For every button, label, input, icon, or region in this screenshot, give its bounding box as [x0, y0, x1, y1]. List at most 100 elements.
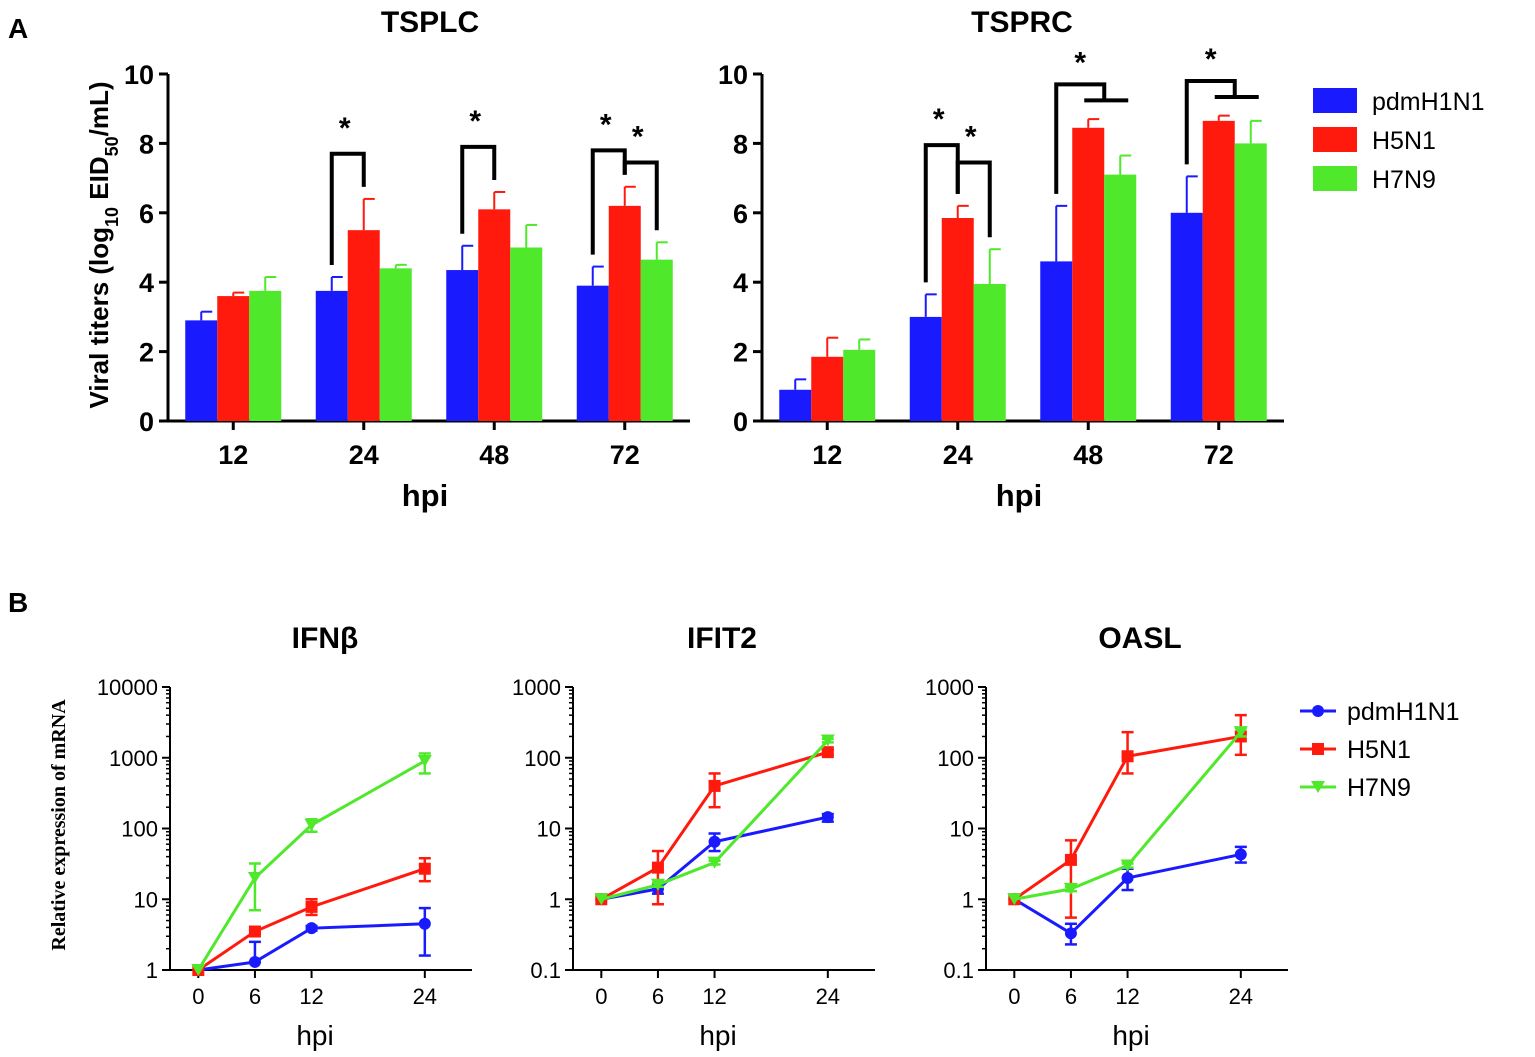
oasl-point-h7n9-24	[1233, 726, 1248, 739]
tsplc-xtick-label: 48	[479, 440, 509, 470]
tsplc-sig-bracket-3	[622, 160, 659, 231]
tsplc-bar-pdmh1n1-72	[576, 285, 609, 421]
oasl-point-h5n1-12	[1121, 750, 1134, 763]
tsplc-bar-h7n9-48	[510, 247, 543, 421]
ifnb-point-h7n9-6	[247, 871, 262, 884]
tsplc-bar-h5n1-24	[347, 230, 380, 421]
tsplc-bar-h7n9-12	[249, 290, 282, 421]
tsprc-xtick-label: 24	[943, 440, 973, 470]
chart-ifit2: IFIT2 0.1 1 10 100 1000 0 6 12 24 hpi	[512, 622, 875, 1051]
ifit2-xlabel: hpi	[699, 1020, 736, 1051]
legend-b-label-pdmh1n1: pdmH1N1	[1347, 698, 1460, 726]
tsprc-bar-h7n9-72	[1234, 143, 1267, 421]
tsprc-title: TSPRC	[971, 6, 1073, 39]
oasl-point-pdmh1n1-12	[1121, 871, 1134, 884]
legend-b-marker-h5n1	[1312, 743, 1324, 755]
ifnb-point-h7n9-0	[191, 964, 206, 976]
ifit2-ytick-label: 1000	[512, 675, 561, 700]
tsprc-xtick-label: 12	[812, 440, 842, 470]
ifit2-ytick-label: 10	[537, 817, 561, 842]
ifnb-point-pdmh1n1-12	[305, 922, 318, 935]
tsprc-sig-star-3: *	[1205, 43, 1217, 76]
tsprc-ytick-label: 8	[733, 129, 748, 159]
tsplc-sig-star-0: *	[339, 112, 351, 145]
legend-a-swatch-pdmh1n1	[1313, 88, 1357, 113]
panel-label-b: B	[8, 587, 28, 618]
tsprc-bar-h7n9-48	[1104, 174, 1137, 421]
tsplc-sig-star-1: *	[469, 105, 481, 138]
oasl-xtick-label: 6	[1065, 984, 1077, 1009]
tsprc-sig-star-0: *	[933, 103, 945, 136]
tsprc-ytick-label: 4	[733, 268, 748, 298]
ifit2-title: IFIT2	[687, 622, 757, 655]
oasl-line-pdmh1n1	[1013, 852, 1242, 936]
tsprc-xtick-label: 48	[1073, 440, 1103, 470]
tsprc-sig-star-2: *	[1074, 46, 1086, 79]
legend-a: pdmH1N1 H5N1 H7N9	[1313, 88, 1485, 194]
chart-oasl: OASL 0.1 1 10 100 1000 0 6 12 24 hpi	[925, 622, 1288, 1051]
oasl-ytick-label: 1	[962, 887, 974, 912]
tsplc-ytick-label: 6	[139, 199, 154, 229]
tsprc-bar-h5n1-24	[941, 218, 974, 421]
ifit2-point-h5n1-12	[708, 779, 721, 792]
ifit2-line-pdmh1n1	[601, 815, 829, 901]
ifnb-ytick-label: 100	[121, 817, 158, 842]
tsplc-xlabel: hpi	[402, 478, 449, 513]
tsplc-bar-h5n1-72	[608, 205, 641, 421]
oasl-point-pdmh1n1-24	[1234, 848, 1247, 861]
ifit2-line-h5n1	[600, 750, 829, 901]
tsplc-bar-h5n1-12	[217, 296, 250, 421]
ifit2-ytick-label: 0.1	[530, 958, 561, 983]
tsprc-sig-bracket-3	[1184, 78, 1237, 165]
tsplc-bar-h5n1-48	[478, 209, 511, 421]
tsplc-sig-star-3: *	[632, 120, 644, 153]
ifnb-point-h7n9-24	[417, 754, 432, 767]
oasl-point-h7n9-12	[1120, 859, 1135, 872]
tsplc-bar-h7n9-24	[379, 268, 412, 421]
ifnb-ytick-label: 1	[146, 958, 158, 983]
ifnb-xtick-label: 12	[299, 984, 323, 1009]
tsplc-xtick-label: 12	[218, 440, 248, 470]
ifnb-point-pdmh1n1-6	[248, 955, 261, 968]
tsplc-title: TSPLC	[381, 6, 479, 39]
oasl-line-h5n1	[1013, 734, 1242, 901]
tsplc-sig-bracket-1	[460, 144, 497, 234]
tsprc-sig-star-1: *	[965, 120, 977, 153]
oasl-xtick-label: 12	[1115, 984, 1139, 1009]
tsprc-sig-bracket-1	[955, 160, 992, 238]
legend-b-marker-pdmh1n1	[1312, 705, 1324, 717]
ifnb-point-h7n9-12	[304, 819, 319, 832]
oasl-title: OASL	[1098, 622, 1181, 655]
panel-label-a: A	[8, 13, 28, 44]
ifnb-title: IFNβ	[292, 622, 359, 655]
ifit2-xtick-label: 0	[595, 984, 607, 1009]
ifit2-ytick-label: 1	[549, 887, 561, 912]
tsplc-ytick-label: 8	[139, 129, 154, 159]
legend-b-label-h5n1: H5N1	[1347, 736, 1411, 764]
legend-a-label-pdmh1n1: pdmH1N1	[1372, 88, 1485, 116]
tsplc-bar-pdmh1n1-12	[185, 320, 218, 421]
oasl-xtick-label: 24	[1229, 984, 1253, 1009]
ifnb-line-pdmh1n1	[198, 922, 425, 972]
tsplc-sig-star-2: *	[600, 108, 612, 141]
tsprc-bar-pdmh1n1-12	[779, 389, 812, 421]
ifit2-point-h5n1-24	[821, 746, 834, 759]
legend-a-label-h7n9: H7N9	[1372, 166, 1436, 194]
ifit2-xtick-label: 6	[652, 984, 664, 1009]
ifit2-ytick-label: 100	[524, 746, 561, 771]
legend-b-marker-h7n9	[1311, 781, 1325, 793]
ifit2-point-h7n9-0	[594, 893, 609, 906]
ifnb-xtick-label: 24	[413, 984, 437, 1009]
ifit2-point-pdmh1n1-24	[821, 811, 834, 824]
ifnb-point-h5n1-12	[305, 900, 318, 913]
oasl-ytick-label: 0.1	[943, 958, 974, 983]
tsprc-bar-pdmh1n1-48	[1040, 261, 1073, 421]
legend-a-label-h5n1: H5N1	[1372, 127, 1436, 155]
tsprc-bar-pdmh1n1-24	[909, 316, 942, 421]
tsplc-bar-pdmh1n1-48	[446, 270, 479, 421]
oasl-ytick-label: 1000	[925, 675, 974, 700]
chart-ifnb: IFNβ 1 10 100 1000 10000 0 6 12 24 hpi	[97, 622, 472, 1051]
ifnb-xtick-label: 6	[249, 984, 261, 1009]
